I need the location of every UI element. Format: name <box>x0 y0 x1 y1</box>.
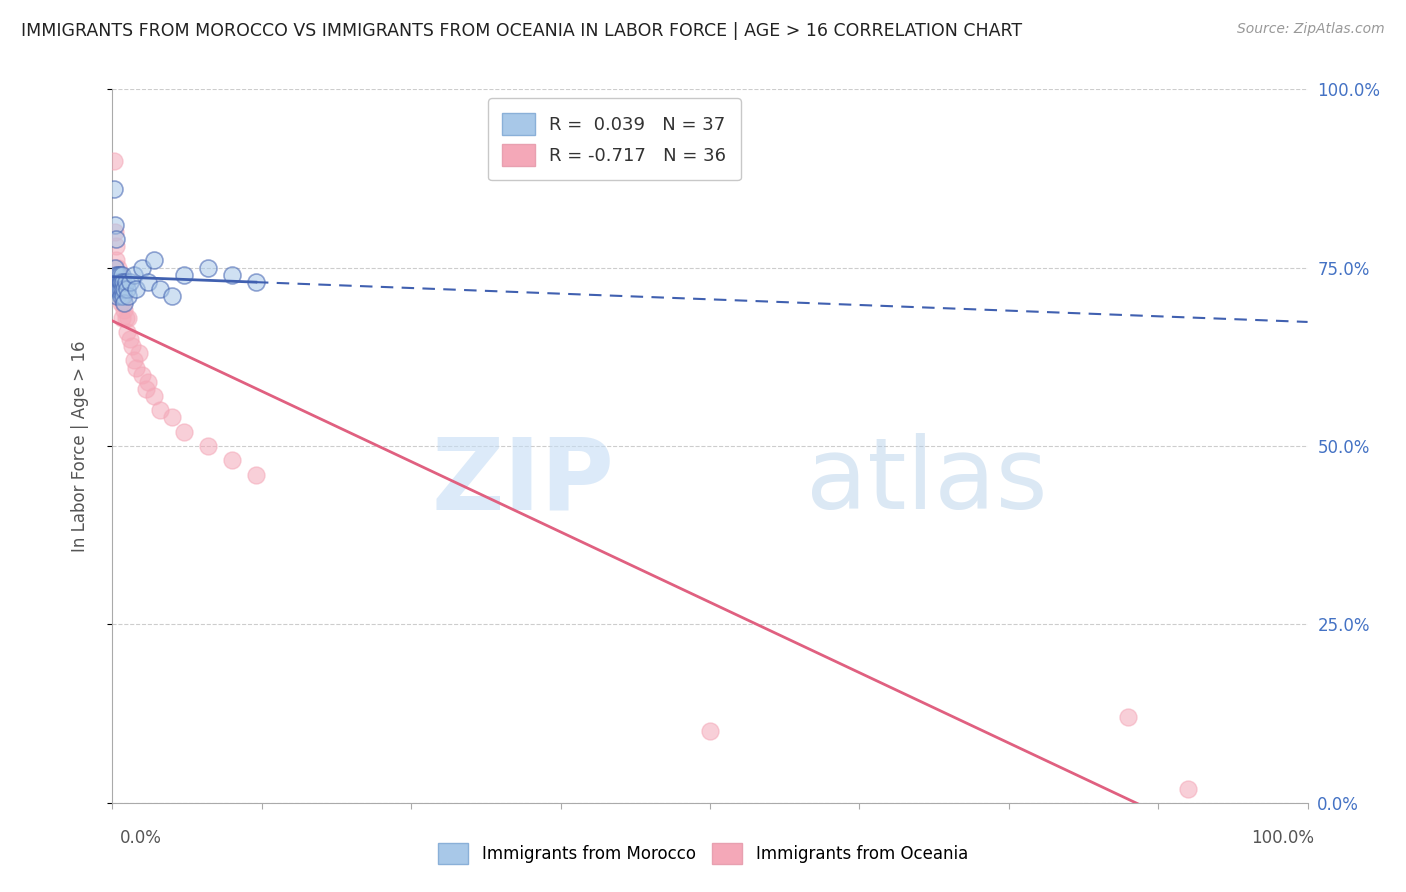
Point <box>111 268 134 282</box>
Point <box>117 310 139 325</box>
Text: IMMIGRANTS FROM MOROCCO VS IMMIGRANTS FROM OCEANIA IN LABOR FORCE | AGE > 16 COR: IMMIGRANTS FROM MOROCCO VS IMMIGRANTS FR… <box>21 22 1022 40</box>
Y-axis label: In Labor Force | Age > 16: In Labor Force | Age > 16 <box>70 340 89 552</box>
Point <box>162 289 183 303</box>
Point <box>108 275 131 289</box>
Point <box>120 275 142 289</box>
Point <box>138 375 160 389</box>
Point <box>121 339 143 353</box>
Point <box>122 353 145 368</box>
Point <box>107 282 129 296</box>
Text: Source: ZipAtlas.com: Source: ZipAtlas.com <box>1237 22 1385 37</box>
Point <box>112 275 135 289</box>
Point <box>131 368 153 382</box>
Text: ZIP: ZIP <box>432 434 614 530</box>
Point <box>105 289 128 303</box>
Point <box>114 303 135 318</box>
Point <box>125 282 148 296</box>
Point <box>117 289 139 303</box>
Point <box>105 268 128 282</box>
Legend: Immigrants from Morocco, Immigrants from Oceania: Immigrants from Morocco, Immigrants from… <box>432 837 974 871</box>
Legend: R =  0.039   N = 37, R = -0.717   N = 36: R = 0.039 N = 37, R = -0.717 N = 36 <box>488 98 741 180</box>
Point <box>173 425 195 439</box>
Point <box>108 282 131 296</box>
Point <box>149 282 172 296</box>
Point <box>112 289 135 303</box>
Point <box>103 182 125 196</box>
Point <box>120 332 142 346</box>
Point <box>143 253 166 268</box>
Point <box>221 268 243 282</box>
Point <box>197 439 219 453</box>
Point <box>115 282 138 296</box>
Point <box>105 239 128 253</box>
Point <box>108 268 131 282</box>
Point <box>114 296 135 310</box>
Point <box>103 153 125 168</box>
Point <box>173 268 195 282</box>
Point <box>135 382 157 396</box>
Point <box>114 289 135 303</box>
Point <box>162 410 183 425</box>
Point <box>105 253 128 268</box>
Point <box>105 282 128 296</box>
Text: atlas: atlas <box>806 434 1047 530</box>
Point <box>111 282 134 296</box>
Point <box>114 282 135 296</box>
Point <box>111 310 134 325</box>
Point <box>105 232 128 246</box>
Point <box>107 268 129 282</box>
Point <box>110 296 132 310</box>
Point <box>104 218 127 232</box>
Point <box>110 275 132 289</box>
Point <box>699 724 721 739</box>
Point <box>110 289 132 303</box>
Point <box>138 275 160 289</box>
Point <box>108 282 131 296</box>
Point <box>107 275 129 289</box>
Point <box>112 296 135 310</box>
Point <box>110 282 132 296</box>
Point <box>149 403 172 417</box>
Point <box>105 275 128 289</box>
Point <box>125 360 148 375</box>
Point <box>108 268 131 282</box>
Point <box>1177 781 1199 796</box>
Point <box>107 260 129 275</box>
Point <box>105 268 128 282</box>
Point <box>114 310 136 325</box>
Point <box>221 453 243 467</box>
Text: 0.0%: 0.0% <box>120 829 162 847</box>
Point <box>143 389 166 403</box>
Point <box>245 467 267 482</box>
Point <box>115 325 138 339</box>
Point <box>131 260 153 275</box>
Point <box>245 275 267 289</box>
Point <box>104 225 127 239</box>
Point <box>128 346 150 360</box>
Point <box>1118 710 1140 724</box>
Point <box>114 275 136 289</box>
Point <box>197 260 219 275</box>
Point <box>104 275 127 289</box>
Text: 100.0%: 100.0% <box>1251 829 1315 847</box>
Point <box>122 268 145 282</box>
Point <box>104 260 127 275</box>
